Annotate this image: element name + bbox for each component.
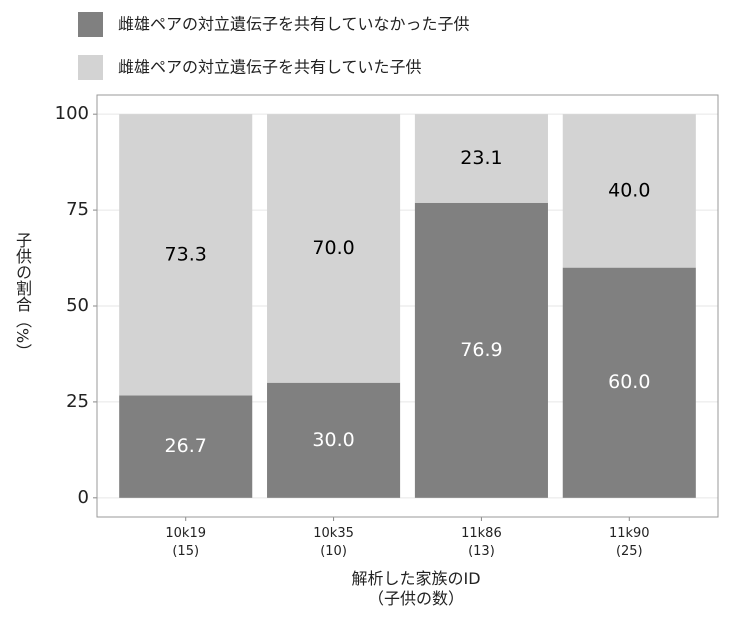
x-axis-label: 解析した家族のID （子供の数） [351, 569, 481, 608]
legend-swatch [78, 55, 103, 80]
y-tick-label: 0 [78, 487, 89, 508]
y-tick-label: 50 [66, 295, 89, 316]
value-label: 60.0 [608, 371, 650, 393]
bar-segment [414, 202, 548, 498]
bar-segment [562, 114, 696, 268]
value-label: 26.7 [165, 435, 207, 457]
bar-segment [119, 114, 253, 396]
bar-segment [267, 382, 401, 498]
value-label: 76.9 [460, 339, 502, 361]
y-tick-label: 25 [66, 391, 89, 412]
value-label: 23.1 [460, 147, 502, 169]
x-tick-label: 10k19 (15) [165, 526, 207, 559]
x-tick-label: 10k35 (10) [313, 526, 354, 559]
x-tick-label: 11k90 (25) [608, 526, 650, 559]
y-tick-label: 75 [66, 199, 89, 220]
bar-segment [562, 267, 696, 498]
y-tick-label: 100 [55, 103, 89, 124]
value-label: 40.0 [608, 179, 650, 201]
plot-border [96, 94, 719, 518]
bar-segment [267, 114, 401, 383]
value-label: 30.0 [312, 429, 354, 451]
value-label: 70.0 [312, 237, 354, 259]
y-axis-label: 子供の割合（%） [13, 232, 32, 360]
legend-label: 雌雄ペアの対立遺伝子を共有していた子供 [118, 58, 422, 77]
legend-swatch [78, 12, 103, 37]
value-label: 73.3 [165, 243, 207, 265]
bar-segment [414, 114, 548, 203]
legend-label: 雌雄ペアの対立遺伝子を共有していなかった子供 [118, 15, 470, 34]
x-tick-label: 11k86 (13) [461, 526, 502, 559]
bar-segment [119, 395, 253, 498]
